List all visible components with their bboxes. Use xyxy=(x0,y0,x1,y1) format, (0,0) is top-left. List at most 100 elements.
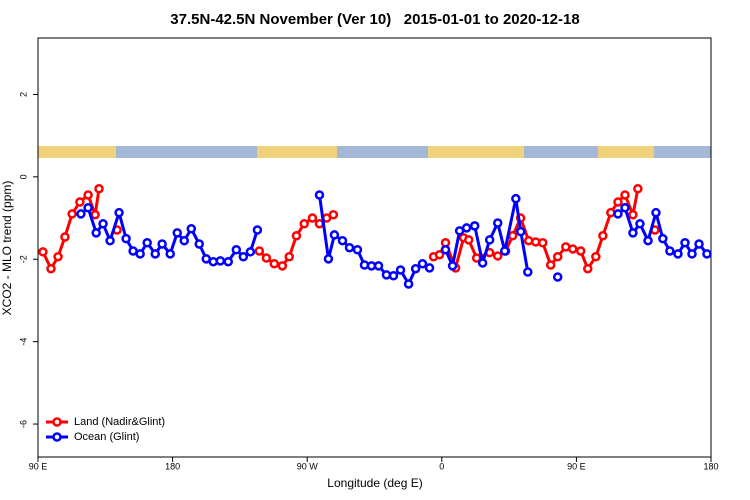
point xyxy=(215,256,226,266)
y-tick-label: -6 xyxy=(18,420,28,428)
point xyxy=(329,230,340,240)
point xyxy=(323,254,334,264)
plot-frame xyxy=(37,37,712,458)
point xyxy=(91,228,101,238)
chart-title: 37.5N-42.5N November (Ver 10) 2015-01-01… xyxy=(170,11,579,28)
legend-marker xyxy=(52,432,62,442)
point xyxy=(417,259,428,269)
point xyxy=(511,193,521,204)
x-axis-label: Longitude (deg E) xyxy=(327,476,422,490)
point xyxy=(635,219,645,229)
point xyxy=(194,239,204,249)
point xyxy=(83,202,93,213)
point xyxy=(606,207,616,218)
point xyxy=(575,246,586,256)
x-tick-label: 180 xyxy=(165,461,180,471)
x-tick-label: 90 W xyxy=(297,461,319,471)
point xyxy=(492,218,503,228)
point xyxy=(469,221,480,231)
legend-label: Ocean (Glint) xyxy=(74,431,139,443)
point xyxy=(633,184,643,194)
point xyxy=(94,184,104,194)
point xyxy=(67,209,77,219)
point xyxy=(665,246,675,256)
point xyxy=(395,265,406,275)
point xyxy=(179,235,190,246)
point xyxy=(142,238,152,248)
point xyxy=(424,263,435,273)
point xyxy=(245,247,256,257)
point xyxy=(337,235,348,246)
point xyxy=(434,249,445,260)
point xyxy=(238,252,249,262)
legend-label: Land (Nadir&Glint) xyxy=(74,416,165,428)
point xyxy=(254,246,265,256)
y-tick-label: 0 xyxy=(18,174,28,179)
point xyxy=(388,270,399,281)
point xyxy=(373,261,384,271)
series-line xyxy=(43,189,655,269)
point xyxy=(568,244,578,254)
point xyxy=(447,261,458,271)
point xyxy=(46,263,56,274)
point xyxy=(591,252,601,262)
point xyxy=(352,245,363,255)
point xyxy=(673,249,683,259)
point xyxy=(157,239,167,249)
point xyxy=(484,235,495,245)
point xyxy=(269,259,280,269)
point xyxy=(291,231,302,241)
point xyxy=(314,190,325,200)
point xyxy=(261,253,272,263)
point xyxy=(344,242,355,253)
y-tick-label: 2 xyxy=(18,92,28,97)
x-tick-label: 180 xyxy=(703,461,718,471)
point xyxy=(328,209,339,220)
point xyxy=(440,245,451,255)
point xyxy=(651,207,661,218)
point xyxy=(172,228,182,238)
point xyxy=(135,249,145,259)
point xyxy=(620,190,630,200)
point xyxy=(223,256,233,267)
point xyxy=(299,219,309,229)
point xyxy=(186,224,197,234)
x-tick-label: 0 xyxy=(439,461,444,471)
point xyxy=(680,238,690,248)
x-tick-label: 90 E xyxy=(29,461,48,471)
point xyxy=(410,263,421,274)
point xyxy=(477,258,488,268)
y-tick-label: -2 xyxy=(18,255,28,263)
point xyxy=(613,197,623,207)
point xyxy=(545,260,556,270)
point xyxy=(583,263,593,274)
point xyxy=(105,235,115,246)
point xyxy=(83,190,93,200)
point xyxy=(643,235,653,246)
point xyxy=(252,225,263,235)
point xyxy=(284,252,295,262)
point xyxy=(538,238,548,248)
point xyxy=(461,223,472,233)
point xyxy=(75,197,85,207)
point xyxy=(620,202,630,213)
map-strip xyxy=(38,146,711,158)
point xyxy=(76,209,86,219)
point xyxy=(628,228,638,238)
point xyxy=(516,226,526,237)
point xyxy=(38,247,48,257)
point xyxy=(121,233,131,244)
point xyxy=(53,252,63,262)
point xyxy=(60,232,70,242)
point xyxy=(165,249,175,259)
point xyxy=(694,239,704,249)
point xyxy=(150,249,161,259)
point xyxy=(658,233,668,244)
point xyxy=(307,213,318,223)
point xyxy=(492,251,503,261)
point xyxy=(114,207,124,218)
point xyxy=(277,261,288,271)
point xyxy=(598,231,608,241)
point xyxy=(231,245,242,255)
